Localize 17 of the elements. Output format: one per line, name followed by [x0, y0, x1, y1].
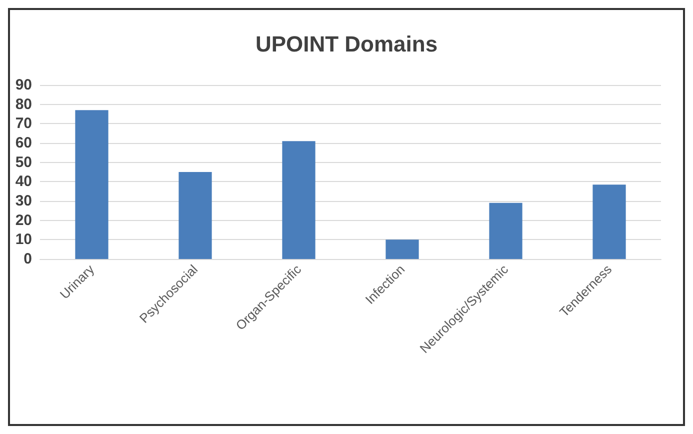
y-tick-label: 20 [15, 212, 32, 229]
y-tick-label: 70 [15, 115, 32, 132]
bar [592, 184, 626, 259]
bar [178, 172, 212, 259]
y-tick-label: 10 [15, 231, 32, 248]
bar [282, 141, 316, 259]
chart-title: UPOINT Domains [255, 32, 438, 56]
y-tick-label: 90 [15, 76, 32, 94]
bar [75, 110, 108, 259]
y-tick-label: 30 [15, 192, 32, 210]
y-tick-label: 60 [15, 134, 32, 152]
y-tick-label: 40 [15, 173, 32, 190]
y-tick-label: 50 [15, 154, 32, 171]
bar [489, 202, 522, 259]
y-tick-label: 80 [15, 96, 32, 113]
y-tick-label: 0 [24, 250, 32, 268]
bar [386, 240, 419, 259]
